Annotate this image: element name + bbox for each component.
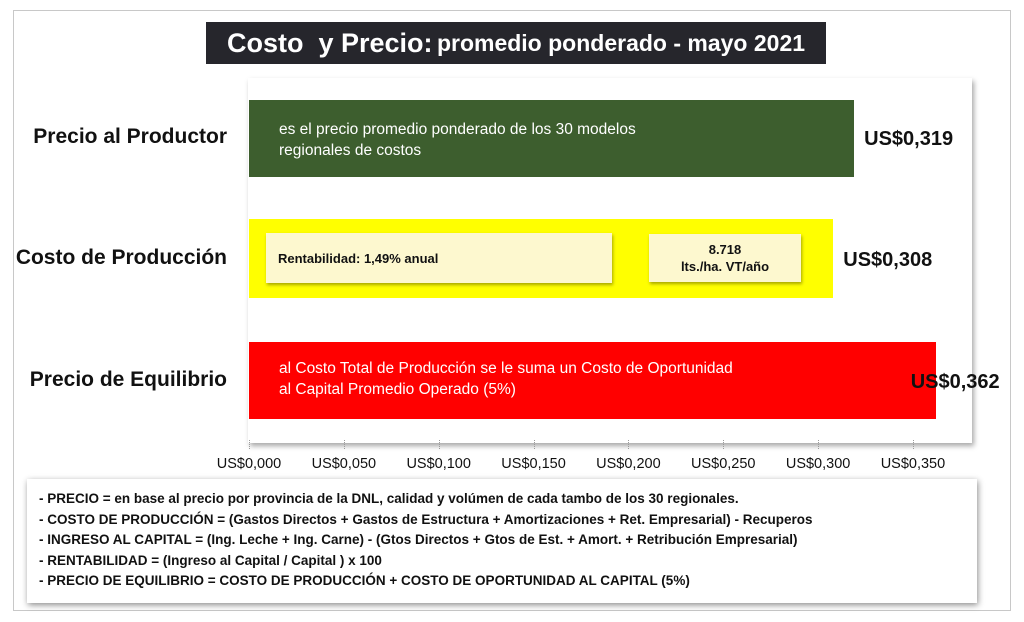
x-tick-label: US$0,150 [501, 456, 566, 472]
chart-subtitle: promedio ponderado - mayo 2021 [436, 29, 806, 56]
rentabilidad-box: Rentabilidad: 1,49% anual [266, 233, 612, 283]
x-gridline [628, 440, 630, 449]
note-ingreso-capital: - INGRESO AL CAPITAL = (Ing. Leche + Ing… [39, 532, 798, 547]
category-label-precio-productor: Precio al Productor [33, 125, 227, 148]
note-rentabilidad: - RENTABILIDAD = (Ingreso al Capital / C… [39, 552, 382, 568]
bar-precio-productor: es el precio promedio ponderado de los 3… [249, 100, 855, 177]
litros-unit: lts./ha. VT/año [680, 259, 770, 274]
x-tick-label: US$0,000 [216, 456, 282, 472]
value-label-costo-produccion: US$0,308 [843, 249, 933, 271]
value-label-precio-equilibrio: US$0,362 [910, 371, 1000, 393]
x-gridline [723, 440, 725, 449]
x-gridline [249, 440, 250, 449]
rentabilidad-label: Rentabilidad: 1,49% anual [278, 250, 439, 266]
category-label-costo-produccion: Costo de Producción [15, 246, 227, 269]
x-tick-label: US$0,050 [311, 456, 377, 472]
bar-costo-produccion: Rentabilidad: 1,49% anual 8.718 lts./ha.… [249, 219, 834, 298]
x-tick-label: US$0,100 [406, 456, 471, 472]
value-label-precio-productor: US$0,319 [864, 128, 954, 150]
x-gridline [438, 440, 440, 449]
litros-value: 8.718 [708, 242, 742, 257]
x-gridline [343, 440, 345, 449]
chart-title-main: Costo y Precio: [226, 27, 433, 58]
chart-title: Costo y Precio: promedio ponderado - may… [206, 22, 826, 64]
x-tick-label: US$0,250 [691, 456, 756, 472]
note-precio: - PRECIO = en base al precio por provinc… [39, 491, 739, 506]
x-gridline [818, 440, 820, 449]
litros-box: 8.718 lts./ha. VT/año [649, 234, 801, 282]
note-costo-produccion: - COSTO DE PRODUCCIÓN = (Gastos Directos… [39, 511, 813, 527]
x-tick-label: US$0,300 [785, 456, 851, 472]
x-gridline [533, 440, 535, 449]
notes-box: - PRECIO = en base al precio por provinc… [27, 479, 977, 603]
x-gridline [912, 440, 914, 449]
x-tick-label: US$0,200 [596, 456, 661, 472]
category-label-precio-equilibrio: Precio de Equilibrio [29, 368, 227, 391]
note-precio-equilibrio: - PRECIO DE EQUILIBRIO = COSTO DE PRODUC… [39, 573, 690, 588]
bar-annotation-precio-equilibrio: al Costo Total de Producción se le suma … [279, 360, 733, 398]
x-tick-label: US$0,350 [880, 456, 946, 472]
bar-annotation-precio-productor: es el precio promedio ponderado de los 3… [279, 121, 636, 159]
bar-precio-equilibrio: al Costo Total de Producción se le suma … [249, 342, 936, 419]
